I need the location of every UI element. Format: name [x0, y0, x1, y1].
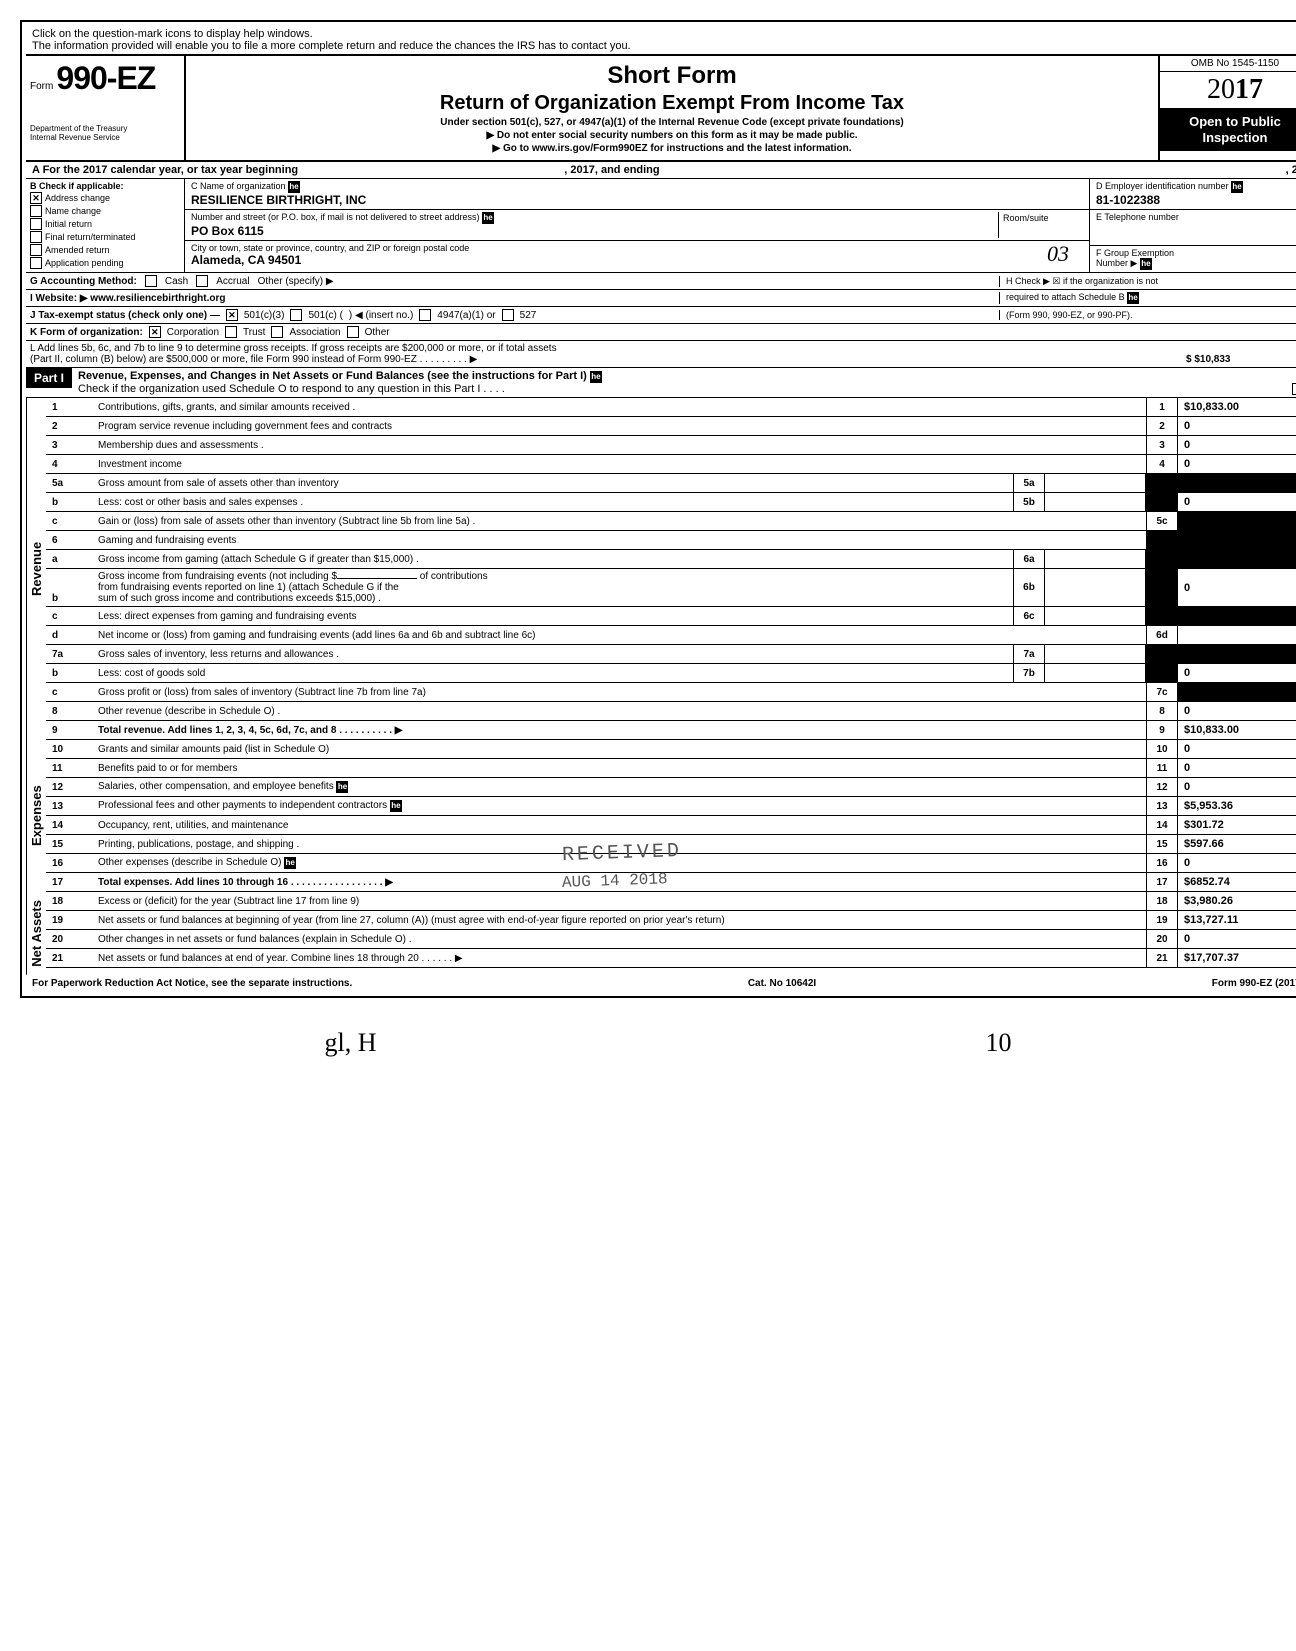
chk-name-change[interactable] [30, 205, 42, 217]
chk-501c3[interactable]: ✕ [226, 309, 238, 321]
form-word: Form [30, 81, 53, 92]
line-16-value: 0 [1177, 854, 1296, 872]
title-return: Return of Organization Exempt From Incom… [194, 92, 1150, 115]
line-1-value: $10,833.00 [1177, 398, 1296, 416]
line-13-value: $5,953.36 [1177, 797, 1296, 815]
help-icon[interactable]: he [390, 800, 402, 812]
chk-association[interactable] [271, 326, 283, 338]
chk-schedule-o-part1[interactable] [1292, 383, 1296, 395]
dept-line2: Internal Revenue Service [30, 133, 120, 142]
subtitle-section: Under section 501(c), 527, or 4947(a)(1)… [194, 117, 1150, 128]
help-icon[interactable]: he [1231, 181, 1243, 193]
help-icon[interactable]: he [482, 212, 494, 224]
line-20-value: 0 [1177, 930, 1296, 948]
title-short-form: Short Form [194, 62, 1150, 90]
city-state-zip: Alameda, CA 94501 [191, 253, 1083, 267]
form-header: Form 990-EZ Department of the Treasury I… [26, 54, 1296, 162]
chk-other-org[interactable] [347, 326, 359, 338]
line-10-value: 0 [1177, 740, 1296, 758]
chk-trust[interactable] [225, 326, 237, 338]
chk-501c[interactable] [290, 309, 302, 321]
line-17-total-expenses: $6852.74 [1177, 873, 1296, 891]
line-5-value: 0 [1177, 493, 1296, 511]
line-9-total-revenue: $10,833.00 [1177, 721, 1296, 739]
chk-address-change[interactable]: ✕ [30, 192, 42, 204]
received-date-stamp: AUG 14 2018 [562, 870, 668, 892]
subtitle-url: ▶ Go to www.irs.gov/Form990EZ for instru… [194, 143, 1150, 154]
line-7-value: 0 [1177, 664, 1296, 682]
form-footer: For Paperwork Reduction Act Notice, see … [26, 975, 1296, 992]
chk-corporation[interactable]: ✕ [149, 326, 161, 338]
revenue-side-label: Revenue [26, 398, 46, 740]
chk-cash[interactable] [145, 275, 157, 287]
street-address: PO Box 6115 [191, 224, 998, 238]
org-name: RESILIENCE BIRTHRIGHT, INC [191, 193, 1083, 207]
chk-final-return[interactable] [30, 231, 42, 243]
line-2-value: 0 [1177, 417, 1296, 435]
help-icon[interactable]: he [336, 781, 348, 793]
line-6-value: 0 [1177, 569, 1296, 606]
help-icon[interactable]: he [1127, 292, 1139, 304]
schedule-b-check: H Check ▶ ☒ if the organization is not [1006, 276, 1296, 287]
chk-accrual[interactable] [196, 275, 208, 287]
dept-line1: Department of the Treasury [30, 124, 127, 133]
netassets-side-label: Net Assets [26, 892, 46, 975]
ein: 81-1022388 [1096, 193, 1160, 207]
chk-amended[interactable] [30, 244, 42, 256]
chk-initial-return[interactable] [30, 218, 42, 230]
handwritten-zip: 03 [1047, 241, 1069, 267]
line-11-value: 0 [1177, 759, 1296, 777]
chk-527[interactable] [502, 309, 514, 321]
telephone-label: E Telephone number [1096, 212, 1179, 222]
website-url: www.resiliencebirthright.org [90, 293, 225, 304]
line-3-value: 0 [1177, 436, 1296, 454]
omb-number: OMB No 1545-1150 [1160, 56, 1296, 72]
line-19-value: $13,727.11 [1177, 911, 1296, 929]
help-icon[interactable]: he [284, 857, 296, 869]
line-14-value: $301.72 [1177, 816, 1296, 834]
form-number: 990-EZ [56, 60, 155, 96]
bottom-handwriting: gl, H 10 [20, 998, 1296, 1068]
received-stamp: RECEIVED [562, 840, 683, 867]
line-12-value: 0 [1177, 778, 1296, 796]
line-8-value: 0 [1177, 702, 1296, 720]
section-a-tax-year: A For the 2017 calendar year, or tax yea… [26, 162, 1296, 179]
section-b-checkboxes: B Check if applicable: ✕Address change N… [26, 179, 185, 272]
chk-4947[interactable] [419, 309, 431, 321]
accounting-method-label: G Accounting Method: [30, 276, 137, 287]
help-icon[interactable]: he [1140, 258, 1152, 270]
subtitle-ssn: ▶ Do not enter social security numbers o… [194, 130, 1150, 141]
line-4-value: 0 [1177, 455, 1296, 473]
part-1-label: Part I [26, 368, 72, 388]
help-icon[interactable]: he [288, 181, 300, 193]
help-icon[interactable]: he [590, 371, 602, 383]
line-18-value: $3,980.26 [1177, 892, 1296, 910]
open-to-public: Open to PublicInspection [1160, 108, 1296, 151]
line-21-value: $17,707.37 [1177, 949, 1296, 967]
chk-application-pending[interactable] [30, 257, 42, 269]
expenses-side-label: Expenses [26, 740, 46, 892]
tax-year: 2017 [1160, 72, 1296, 108]
hint-text: Click on the question-mark icons to disp… [26, 26, 1296, 54]
gross-receipts: $10,833 [1194, 354, 1230, 365]
line-15-value: $597.66 [1177, 835, 1296, 853]
